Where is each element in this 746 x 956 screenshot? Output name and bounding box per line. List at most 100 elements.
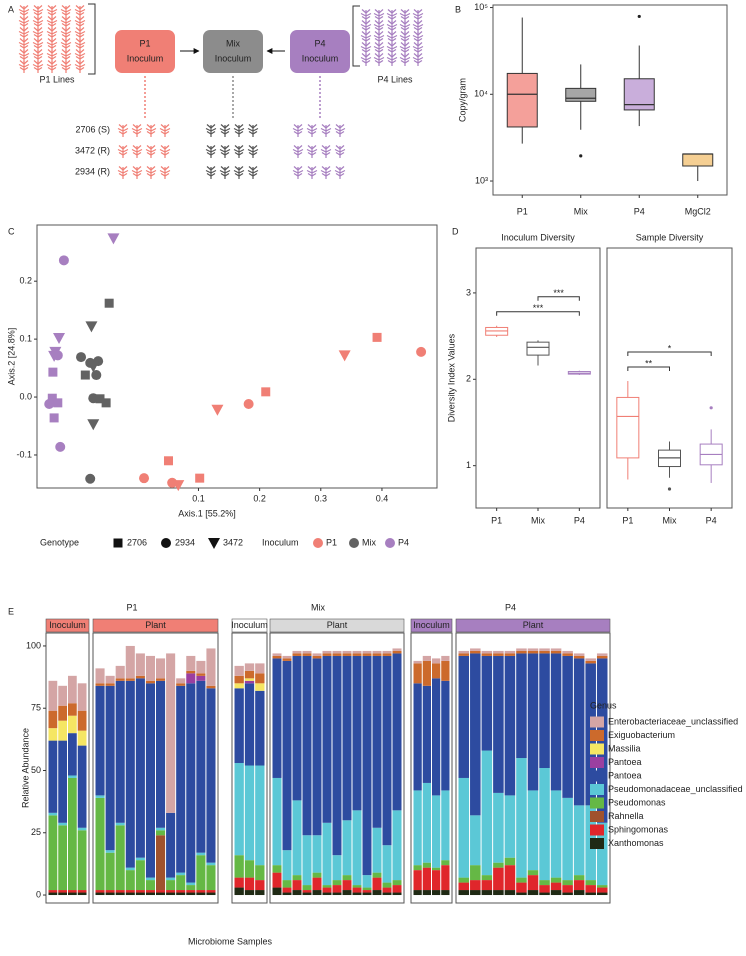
- legend-label: Rahnella: [608, 811, 644, 821]
- bar-segment: [527, 790, 539, 871]
- bar-segment: [255, 880, 265, 891]
- bar-segment: [352, 887, 362, 893]
- bar-segment: [292, 880, 302, 891]
- bar-segment: [156, 890, 166, 893]
- bar-segment: [527, 648, 539, 651]
- bar-segment: [115, 825, 125, 891]
- bar-segment: [282, 655, 292, 659]
- bar-segment: [413, 683, 422, 791]
- plant-icon: [373, 30, 385, 44]
- bar-segment: [95, 797, 105, 891]
- bar-segment: [539, 648, 550, 651]
- bar-segment: [135, 860, 145, 891]
- legend-swatch: [590, 716, 604, 728]
- bar-segment: [392, 810, 402, 881]
- plant-icon: [334, 123, 346, 137]
- point: [47, 393, 57, 403]
- x-axis-title: Microbiome Samples: [188, 936, 273, 946]
- bar-segment: [516, 877, 527, 883]
- bar-segment: [145, 892, 155, 896]
- legend-label: P1: [326, 537, 337, 547]
- point: [372, 332, 382, 342]
- bar-segment: [272, 872, 282, 888]
- bar-segment: [58, 822, 67, 826]
- bar-segment: [550, 648, 562, 651]
- bar-segment: [372, 653, 382, 656]
- bar-segment: [244, 765, 255, 861]
- bar-segment: [156, 827, 166, 831]
- plant-icon: [399, 41, 411, 55]
- bar-segment: [332, 880, 342, 886]
- point: [87, 361, 100, 373]
- bar-segment: [176, 678, 186, 684]
- bar-segment: [441, 655, 450, 661]
- bar-segment: [573, 655, 585, 659]
- plant-icon: [373, 41, 385, 55]
- legend-swatch: [590, 770, 604, 782]
- bar-segment: [255, 683, 265, 691]
- point: [80, 370, 90, 380]
- x-tick-label: Mix: [663, 515, 677, 525]
- bar-segment: [432, 890, 441, 896]
- bar-segment: [176, 892, 186, 896]
- y-tick-label: 25: [31, 827, 41, 837]
- plant-icon: [360, 8, 372, 22]
- bar-segment: [206, 862, 216, 866]
- bar-segment: [196, 852, 206, 856]
- plant-icon: [386, 19, 398, 33]
- bar-segment: [458, 890, 470, 896]
- legend-symbol: [349, 538, 359, 548]
- x-tick-label: P1: [622, 515, 633, 525]
- bar-segment: [234, 675, 244, 684]
- bar-segment: [206, 688, 216, 863]
- facet-title: P1: [126, 602, 137, 612]
- bar-segment: [234, 877, 244, 888]
- bar-segment: [176, 683, 186, 686]
- y-tick-label: 3: [466, 287, 471, 297]
- plant-icon: [233, 123, 245, 137]
- plant-icon: [205, 144, 217, 158]
- bar-segment: [196, 855, 206, 891]
- bar-segment: [539, 650, 550, 654]
- bar-segment: [413, 790, 422, 866]
- plant-icon: [334, 165, 346, 179]
- point: [338, 350, 351, 362]
- bar-segment: [156, 680, 166, 828]
- plant-icon: [412, 8, 424, 22]
- bar-segment: [550, 882, 562, 891]
- x-tick-label: P4: [634, 206, 645, 216]
- bar-segment: [206, 648, 216, 686]
- bar-segment: [292, 650, 302, 654]
- bar-segment: [282, 660, 292, 851]
- bar-segment: [481, 650, 493, 654]
- node-label: Mix: [226, 38, 240, 48]
- node-box: [203, 30, 263, 73]
- plant-icon: [412, 41, 424, 55]
- bar-segment: [516, 653, 527, 759]
- strip-label: Plant: [145, 620, 166, 630]
- bar-segment: [596, 655, 608, 659]
- bar-segment: [234, 763, 244, 856]
- plant-icon: [334, 144, 346, 158]
- bar-segment: [527, 870, 539, 876]
- bar-segment: [413, 660, 422, 664]
- x-tick-label: P4: [706, 515, 717, 525]
- plant-icon: [360, 41, 372, 55]
- bar-segment: [504, 655, 516, 796]
- plant-icon: [320, 123, 332, 137]
- strip-label: Inoculum: [413, 620, 450, 630]
- plant-icon: [74, 15, 86, 29]
- x-tick-label: P1: [517, 206, 528, 216]
- bar-segment: [382, 655, 392, 846]
- plant-icon: [117, 144, 129, 158]
- plant-icon: [292, 144, 304, 158]
- y-axis-title: Axis.2 [24.8%]: [6, 328, 16, 386]
- bar-segment: [125, 870, 135, 891]
- bar-segment: [481, 653, 493, 656]
- plant-icon: [74, 48, 86, 62]
- strip: [269, 618, 405, 633]
- facet-title: Mix: [311, 602, 325, 612]
- bar-segment: [422, 862, 431, 868]
- plant-icon: [60, 15, 72, 29]
- bar-segment: [441, 860, 450, 866]
